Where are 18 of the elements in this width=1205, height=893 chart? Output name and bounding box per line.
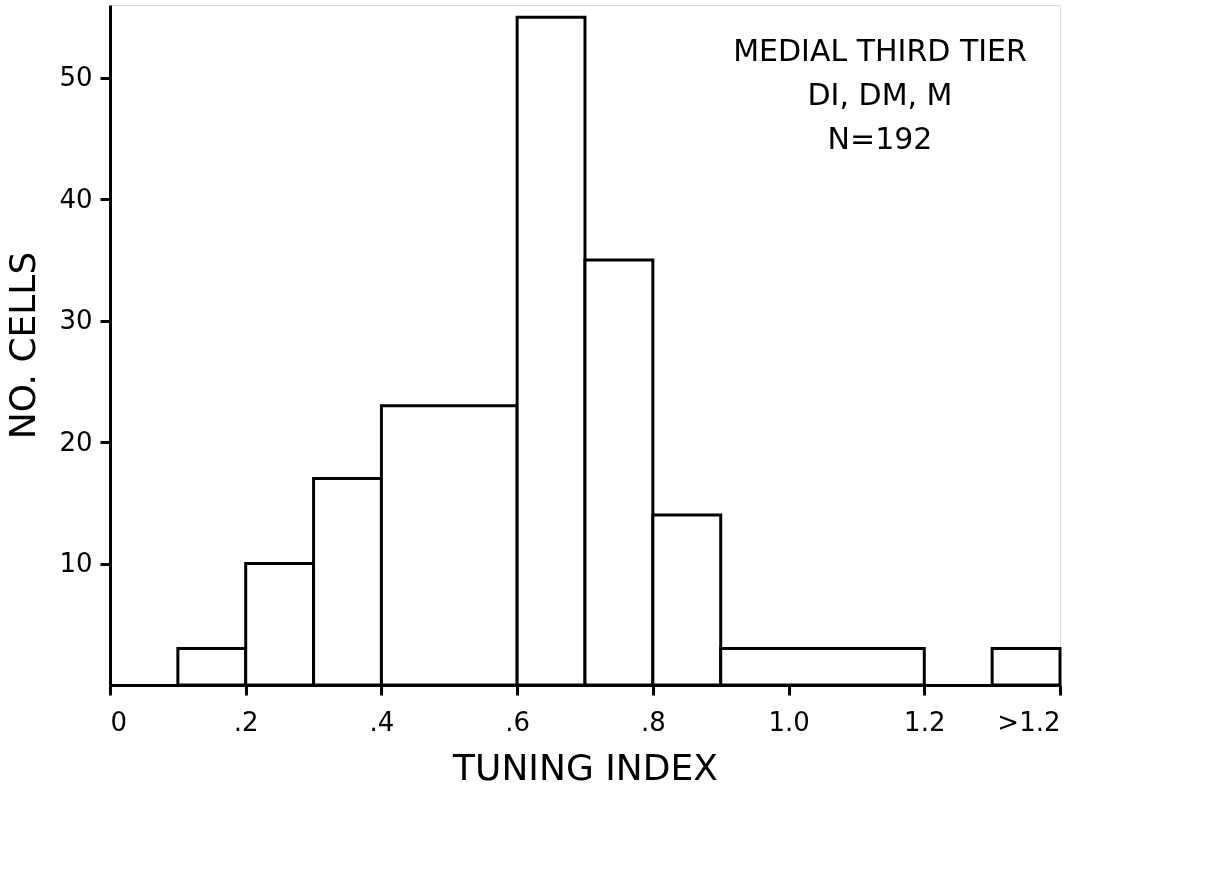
x-tick-label: 1.2 <box>904 706 946 737</box>
x-tick-label: .8 <box>640 706 666 737</box>
x-axis-title: TUNING INDEX <box>452 746 718 788</box>
x-tick-label: .2 <box>233 706 259 737</box>
y-tick-label: 10 <box>59 548 93 579</box>
y-tick-label: 50 <box>59 62 93 93</box>
x-tick-label: 0 <box>110 706 128 737</box>
annotation: N=192 <box>827 121 933 156</box>
y-tick-label: 20 <box>59 426 93 457</box>
y-tick-label: 30 <box>59 305 93 336</box>
x-tick-label: 1.0 <box>768 706 810 737</box>
x-tick-label: .4 <box>369 706 395 737</box>
x-tick-label: >1.2 <box>997 706 1061 737</box>
y-tick-label: 40 <box>59 183 93 214</box>
annotation: DI, DM, M <box>807 77 953 112</box>
y-axis-title: NO. CELLS <box>2 251 44 440</box>
x-tick-label: .6 <box>505 706 531 737</box>
annotation: MEDIAL THIRD TIER <box>733 33 1027 68</box>
